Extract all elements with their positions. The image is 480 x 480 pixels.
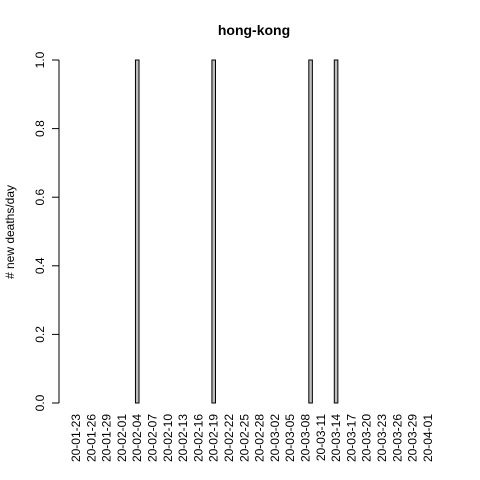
x-tick-label: 20-03-14	[329, 414, 343, 462]
x-tick-label: 20-03-17	[344, 414, 358, 462]
bar	[308, 59, 313, 404]
x-tick-label: 20-03-11	[314, 414, 328, 461]
x-tick-label: 20-02-25	[237, 414, 251, 462]
x-tick-label: 20-01-26	[84, 414, 98, 462]
y-tick-label: 1.0	[33, 51, 47, 68]
x-tick-label: 20-03-26	[390, 414, 404, 462]
x-tick-label: 20-02-07	[146, 414, 160, 462]
x-tick-label: 20-02-10	[161, 414, 175, 462]
x-tick-label: 20-03-20	[360, 414, 374, 462]
chart-title: hong-kong	[218, 22, 290, 38]
x-tick-label: 20-01-29	[100, 414, 114, 462]
bar	[211, 59, 216, 404]
y-tick-label: 0.4	[33, 257, 47, 274]
y-tick-label: 0.6	[33, 189, 47, 206]
x-tick-label: 20-03-08	[298, 414, 312, 462]
x-tick-label: 20-02-04	[130, 414, 144, 462]
y-axis: 0.0 0.2 0.4 0.6 0.8 1.0	[33, 51, 60, 411]
x-tick-label: 20-02-19	[207, 414, 221, 462]
bars	[134, 59, 339, 404]
bar	[134, 59, 140, 404]
x-tick-label: 20-03-23	[375, 414, 389, 462]
x-tick-label: 20-04-01	[421, 414, 435, 462]
y-tick-label: 0.2	[33, 326, 47, 343]
x-tick-label: 20-02-13	[176, 414, 190, 462]
x-tick-label: 20-03-02	[268, 414, 282, 462]
x-tick-label: 20-01-23	[69, 414, 83, 462]
x-tick-label: 20-02-22	[222, 414, 236, 462]
y-tick-label: 0.8	[33, 120, 47, 137]
x-tick-label: 20-02-28	[253, 414, 267, 462]
x-tick-label: 20-02-01	[115, 414, 129, 462]
y-axis-label: # new deaths/day	[3, 185, 17, 279]
bar	[333, 59, 339, 404]
x-tick-label: 20-02-16	[191, 414, 205, 462]
x-axis: 20-01-23 20-01-26 20-01-29 20-02-01 20-02-04…	[69, 414, 435, 462]
x-tick-label: 20-03-05	[283, 414, 297, 462]
y-tick-label: 0.0	[33, 394, 47, 411]
x-tick-label: 20-03-29	[406, 414, 420, 462]
